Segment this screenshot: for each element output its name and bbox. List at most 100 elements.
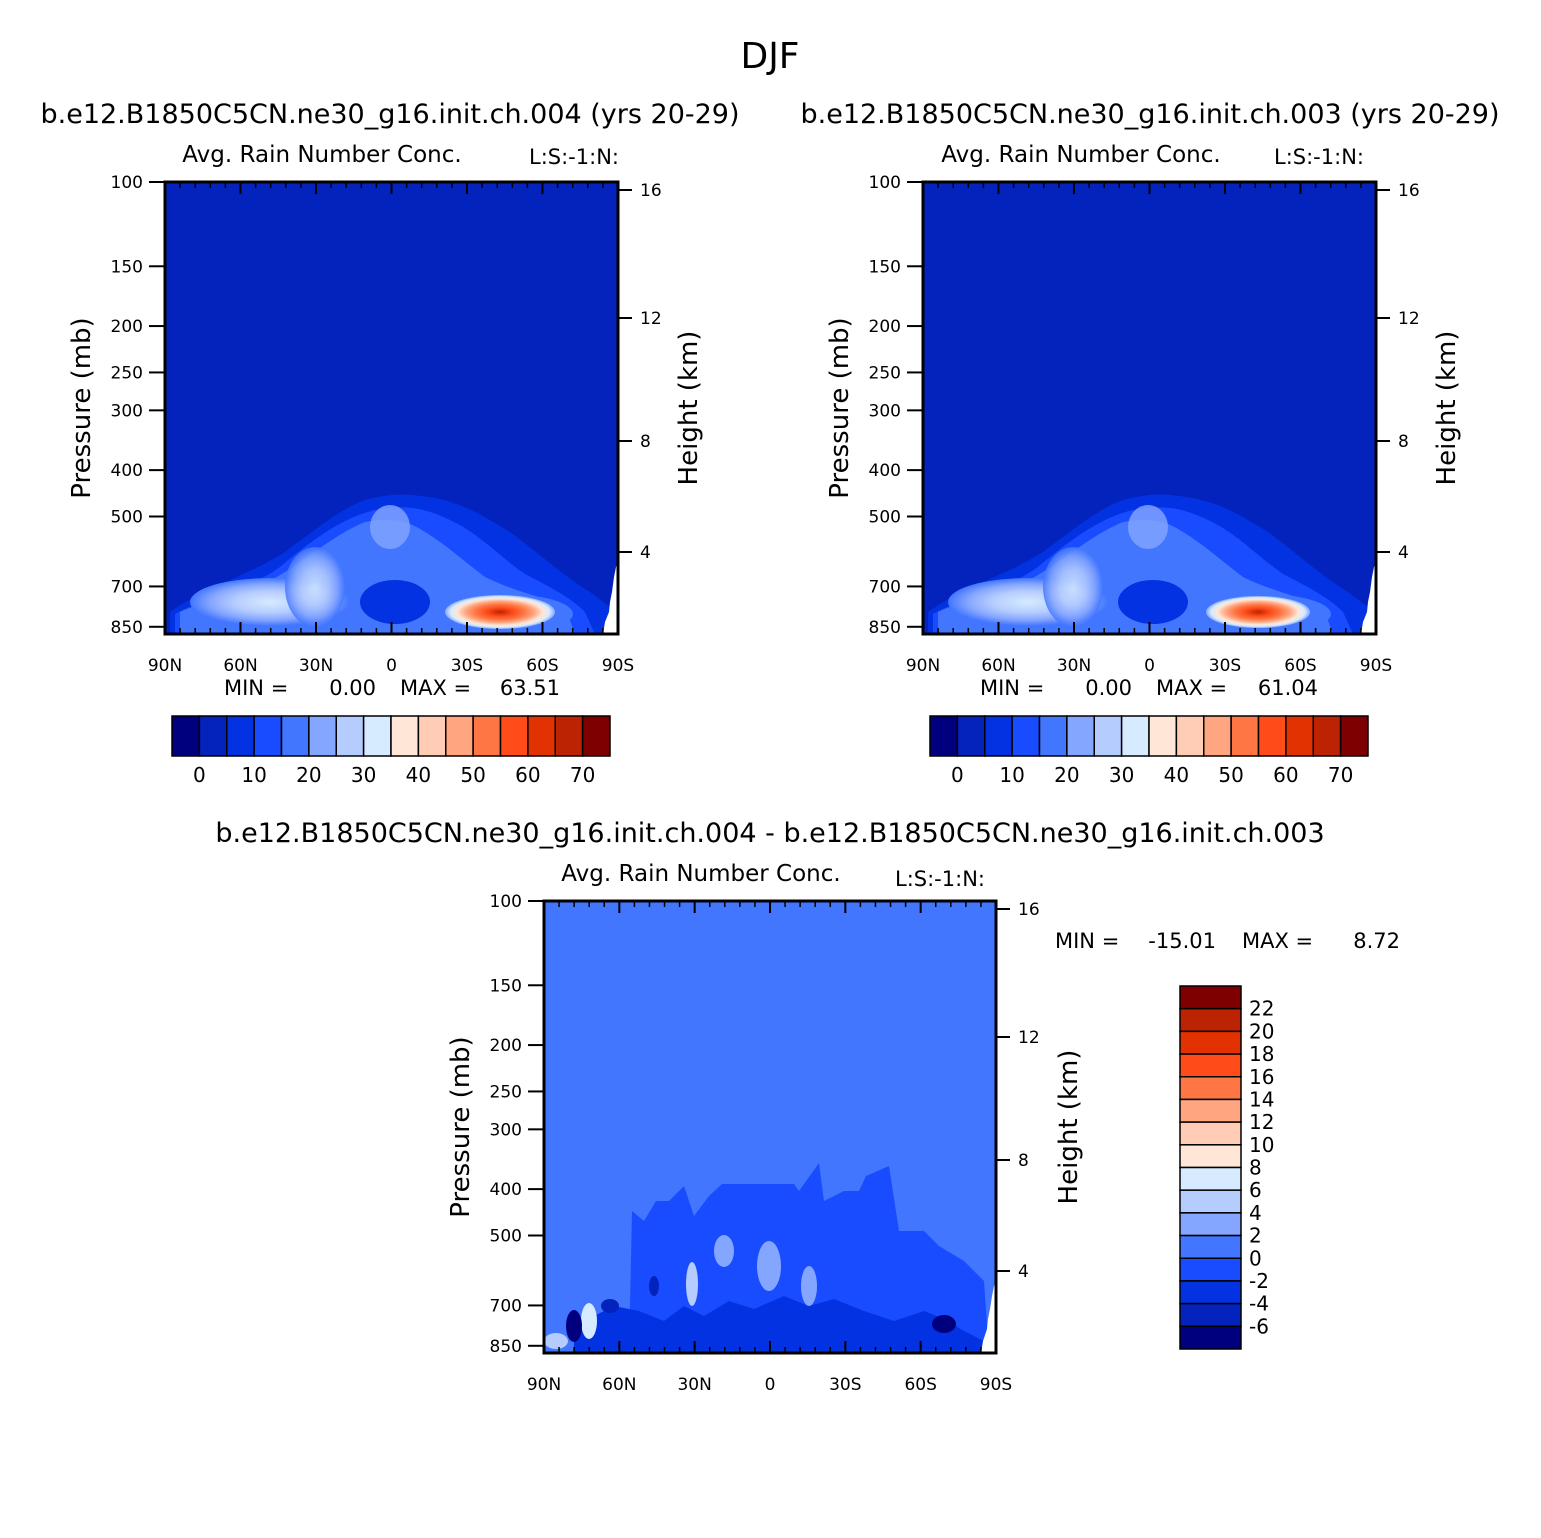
x-tick-label: 30N [299, 656, 333, 676]
colorbar-swatch [554, 715, 584, 757]
colorbar-label: 0 [1249, 1246, 1262, 1270]
diff-neg-2 [601, 1299, 619, 1313]
panel-diff: b.e12.B1850C5CN.ne30_g16.init.ch.004 - b… [215, 818, 1400, 1395]
blob-sh-peak [1206, 596, 1310, 628]
y-right-tick-label: 8 [1018, 1151, 1029, 1171]
colorbar-swatch [362, 715, 392, 757]
y-tick-label: 700 [490, 1296, 522, 1316]
missing-topography [603, 562, 618, 634]
y-tick-label: 400 [111, 461, 143, 481]
colorbar-label: 0 [951, 763, 964, 787]
colorbar-label: 50 [1218, 763, 1243, 787]
blob-eq-upper [370, 505, 410, 549]
diff-pos-4 [714, 1235, 734, 1267]
y-right-tick-label: 8 [1398, 432, 1409, 452]
colorbar-swatch [198, 715, 228, 757]
colorbar-swatch [1179, 1166, 1242, 1191]
x-tick-label: 90N [148, 656, 182, 676]
colorbar-right: 0 10 20 30 40 50 60 70 [929, 715, 1369, 787]
diff-neg-1 [566, 1310, 582, 1342]
colorbar-swatch [445, 715, 474, 757]
colorbar-label: 20 [296, 763, 321, 787]
colorbar-label: 12 [1249, 1110, 1274, 1134]
min-value-left: 0.00 [329, 676, 376, 700]
axes-diff: 90N 60N 30N 0 30S 60S 90S 100 150 200 250 300 400 500… [490, 892, 1040, 1395]
ylabel-right-diff: Height (km) [1054, 1050, 1084, 1205]
colorbar-swatch [417, 715, 447, 757]
ylabel-right-right: Height (km) [1432, 331, 1462, 486]
ylabel-right-left: Height (km) [674, 331, 704, 486]
y-tick-label: 250 [490, 1082, 522, 1102]
min-label-right: MIN = [980, 676, 1044, 700]
colorbar-label: 6 [1249, 1178, 1262, 1202]
y-tick-label: 500 [111, 508, 143, 528]
colorbar-swatch [1038, 715, 1068, 757]
y-tick-label: 700 [869, 577, 901, 597]
x-tick-label: 60N [602, 1375, 636, 1395]
x-tick-label: 90N [906, 656, 940, 676]
y-right-tick-label: 16 [1398, 181, 1420, 201]
blob-nh-30n [1043, 547, 1103, 627]
x-tick-label: 60S [904, 1375, 936, 1395]
min-value-diff: -15.01 [1148, 929, 1216, 953]
y-tick-label: 300 [490, 1120, 522, 1140]
colorbar-label: 70 [1328, 763, 1353, 787]
colorbar-swatch [1339, 715, 1369, 757]
diff-neg-3 [932, 1315, 956, 1333]
max-label-left: MAX = [400, 676, 471, 700]
colorbar-swatch [1179, 1212, 1242, 1237]
diff-pos-1 [757, 1241, 781, 1291]
colorbar-swatch [171, 715, 201, 757]
y-tick-label: 700 [111, 577, 143, 597]
x-tick-label: 60N [223, 656, 257, 676]
colorbar-label: 16 [1249, 1065, 1274, 1089]
colorbar-label: 20 [1249, 1019, 1274, 1043]
colorbar-swatch [226, 715, 255, 757]
y-tick-label: 850 [111, 618, 143, 638]
y-tick-label: 400 [869, 461, 901, 481]
y-tick-label: 250 [111, 363, 143, 383]
colorbar-label: 10 [241, 763, 266, 787]
missing-topography [1361, 562, 1376, 634]
case-title-diff: b.e12.B1850C5CN.ne30_g16.init.ch.004 - b… [215, 818, 1324, 849]
panel-right: b.e12.B1850C5CN.ne30_g16.init.ch.003 (yr… [800, 99, 1499, 787]
y-right-tick-label: 8 [640, 432, 651, 452]
y-tick-label: 100 [869, 173, 901, 193]
y-right-tick-label: 4 [640, 543, 651, 563]
case-title-right: b.e12.B1850C5CN.ne30_g16.init.ch.003 (yr… [800, 99, 1499, 130]
colorbar-label: 70 [570, 763, 595, 787]
colorbar-swatch [956, 715, 986, 757]
colorbar-swatch [1312, 715, 1342, 757]
max-value-right: 61.04 [1258, 676, 1318, 700]
colorbar-swatch [1179, 1280, 1242, 1305]
colorbar-swatch [1257, 715, 1287, 757]
axes-left: 90N 60N 30N 0 30S 60S 90S 100 150 200 250 300 400 500… [111, 173, 662, 676]
colorbar-swatch [929, 715, 959, 757]
x-tick-label: 30S [451, 656, 483, 676]
y-tick-label: 850 [869, 618, 901, 638]
x-tick-label: 90S [602, 656, 634, 676]
colorbar-swatch [527, 715, 556, 757]
colorbar-swatch [1179, 1053, 1242, 1078]
colorbar-swatch [1179, 1076, 1242, 1101]
colorbar-label: 30 [1109, 763, 1134, 787]
x-tick-label: 30S [1209, 656, 1241, 676]
diff-pos-2 [686, 1262, 698, 1306]
blob-eq-low [1118, 580, 1188, 624]
x-tick-label: 60N [981, 656, 1015, 676]
figure-title: DJF [740, 36, 799, 77]
colorbar-swatch [1179, 1007, 1242, 1033]
colorbar-swatch [308, 715, 337, 757]
plot-title-left: Avg. Rain Number Conc. [182, 142, 461, 168]
colorbar-swatch [1179, 1257, 1242, 1282]
colorbar-swatch [1179, 1234, 1242, 1259]
diff-zone-deep [574, 1296, 984, 1353]
min-label-left: MIN = [224, 676, 288, 700]
colorbar-label: 60 [515, 763, 540, 787]
colorbar-swatch [499, 715, 529, 757]
colorbar-swatch [1179, 1325, 1242, 1350]
diff-zone-low [629, 1163, 989, 1353]
max-label-diff: MAX = [1242, 929, 1313, 953]
ylabel-right: Pressure (mb) [825, 317, 855, 498]
colorbar-swatch [1179, 1302, 1242, 1328]
